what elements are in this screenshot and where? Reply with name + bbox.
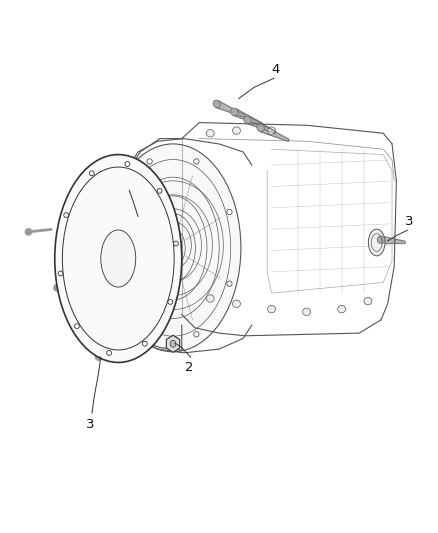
Polygon shape — [260, 124, 289, 141]
Ellipse shape — [230, 108, 238, 116]
Ellipse shape — [233, 127, 240, 134]
Ellipse shape — [58, 271, 63, 276]
Ellipse shape — [364, 297, 372, 305]
Text: 3: 3 — [85, 418, 94, 431]
Ellipse shape — [213, 100, 221, 108]
Polygon shape — [233, 108, 263, 125]
Ellipse shape — [157, 189, 162, 193]
Ellipse shape — [147, 332, 152, 337]
Ellipse shape — [227, 281, 232, 286]
Text: 3: 3 — [405, 215, 414, 228]
Ellipse shape — [114, 281, 119, 286]
Polygon shape — [247, 116, 276, 133]
Text: 1: 1 — [123, 174, 132, 187]
Ellipse shape — [125, 161, 130, 166]
Polygon shape — [216, 100, 245, 117]
Ellipse shape — [170, 341, 176, 348]
Ellipse shape — [377, 236, 385, 244]
Ellipse shape — [173, 241, 178, 246]
Text: 2: 2 — [185, 361, 194, 374]
Text: 4: 4 — [271, 63, 279, 76]
Ellipse shape — [107, 351, 112, 356]
Ellipse shape — [206, 130, 214, 137]
Ellipse shape — [95, 354, 102, 360]
Ellipse shape — [101, 230, 136, 287]
Ellipse shape — [338, 305, 346, 313]
Ellipse shape — [147, 159, 152, 164]
Ellipse shape — [114, 209, 119, 215]
Ellipse shape — [64, 213, 69, 217]
Ellipse shape — [227, 209, 232, 215]
Ellipse shape — [368, 229, 385, 256]
Ellipse shape — [105, 144, 241, 352]
Ellipse shape — [268, 127, 276, 134]
Ellipse shape — [89, 171, 94, 176]
Ellipse shape — [142, 341, 147, 346]
Ellipse shape — [206, 295, 214, 302]
Ellipse shape — [257, 124, 265, 132]
Ellipse shape — [53, 285, 60, 291]
Ellipse shape — [244, 116, 251, 124]
Ellipse shape — [74, 324, 79, 328]
Polygon shape — [381, 236, 405, 244]
Ellipse shape — [60, 295, 67, 302]
Polygon shape — [166, 335, 180, 352]
Ellipse shape — [168, 300, 173, 304]
Ellipse shape — [303, 308, 311, 316]
Ellipse shape — [25, 229, 32, 236]
Ellipse shape — [268, 305, 276, 313]
Ellipse shape — [194, 159, 199, 164]
Ellipse shape — [55, 155, 182, 362]
Ellipse shape — [84, 341, 91, 348]
Ellipse shape — [233, 300, 240, 308]
Ellipse shape — [194, 332, 199, 337]
